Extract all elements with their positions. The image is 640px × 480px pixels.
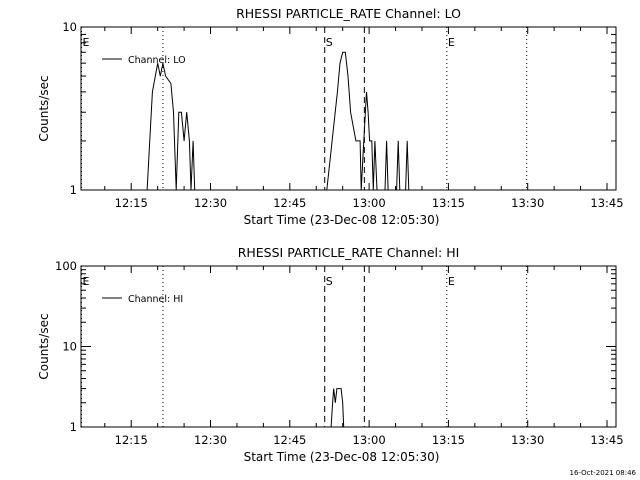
event-marker-label: E [448,275,455,288]
event-marker-label: E [83,36,90,49]
chart-title: RHESSI PARTICLE_RATE Channel: HI [238,245,460,260]
x-tick-label: 12:45 [273,196,306,210]
x-tick-label: 12:15 [115,433,148,447]
x-tick-label: 12:30 [194,433,227,447]
y-tick-label: 100 [55,259,77,273]
legend-entry: Channel: LO [128,55,186,66]
x-axis-label: Start Time (23-Dec-08 12:05:30) [244,213,440,227]
x-tick-label: 13:30 [511,196,544,210]
x-tick-label: 13:30 [511,433,544,447]
series-line-1 [330,388,345,428]
x-tick-label: 13:45 [590,196,623,210]
event-marker-label: S [326,275,333,288]
event-marker-label: S [326,36,333,49]
x-tick-label: 13:00 [353,433,386,447]
x-tick-label: 12:15 [115,196,148,210]
y-axis-label: Counts/sec [37,75,51,141]
plot-frame [80,265,617,428]
x-axis-label: Start Time (23-Dec-08 12:05:30) [244,450,440,464]
plot-timestamp: 16-Oct-2021 08:46 [570,469,637,477]
x-tick-label: 13:00 [353,196,386,210]
chart-panel-1: RHESSI PARTICLE_RATE Channel: LO 12:15 12:… [37,6,624,227]
x-tick-label: 13:45 [590,433,623,447]
plot-frame [80,26,617,191]
y-tick-label: 1 [70,183,77,197]
event-marker-label: E [83,275,90,288]
x-tick-label: 12:45 [273,433,306,447]
chart-title: RHESSI PARTICLE_RATE Channel: LO [236,6,461,21]
y-tick-label: 10 [62,20,77,34]
x-tick-label: 13:15 [432,433,465,447]
y-axis-label: Counts/sec [37,313,51,379]
event-marker-label: E [448,36,455,49]
chart-panel-2: RHESSI PARTICLE_RATE Channel: HI 12:15 12:… [37,245,624,464]
y-tick-label: 10 [62,340,77,354]
legend-entry: Channel: HI [128,294,183,305]
x-tick-label: 13:15 [432,196,465,210]
y-tick-label: 1 [70,420,77,434]
series-line-1 [146,51,410,191]
x-tick-label: 12:30 [194,196,227,210]
